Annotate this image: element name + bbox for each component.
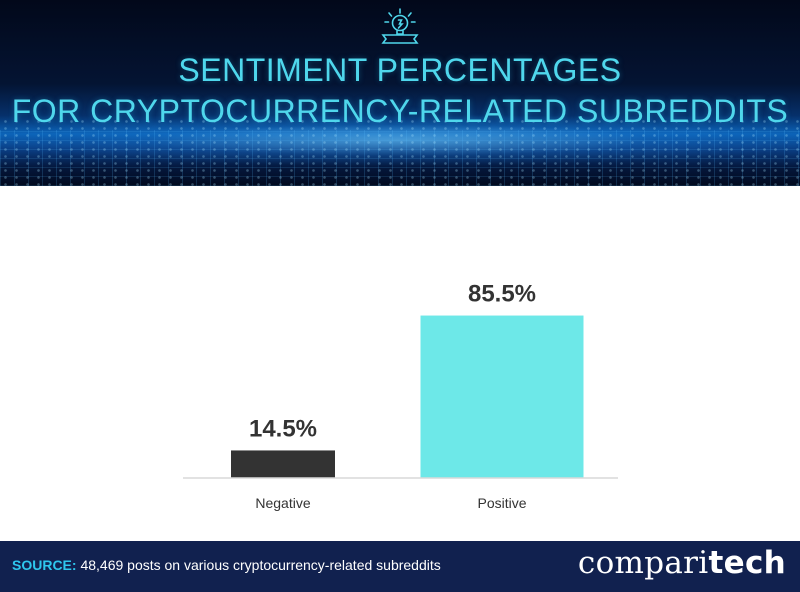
bar-positive (420, 315, 584, 478)
source-label: SOURCE: (12, 557, 77, 573)
banner-dot-pattern (0, 118, 800, 186)
bar-negative (231, 450, 335, 478)
category-label-positive: Positive (477, 495, 526, 511)
header-banner: SENTIMENT PERCENTAGES FOR CRYPTOCURRENCY… (0, 0, 800, 186)
value-label-negative: 14.5% (249, 415, 317, 442)
comparitech-logo: comparitech (578, 545, 786, 581)
chart-title-line-2: FOR CRYPTOCURRENCY-RELATED SUBREDDITS (11, 93, 789, 129)
source-text: 48,469 posts on various cryptocurrency-r… (76, 557, 441, 573)
chart-title-line-1: SENTIMENT PERCENTAGES (178, 52, 622, 88)
banner-glow (0, 112, 800, 172)
lightbulb-icon (381, 8, 419, 44)
bar-chart: 14.5% Negative 85.5% Positive (183, 281, 618, 511)
brand-part-1: compari (577, 545, 709, 581)
source-note: SOURCE: 48,469 posts on various cryptocu… (12, 557, 441, 573)
banner-grid-pattern (0, 130, 800, 186)
value-label-positive: 85.5% (468, 281, 536, 308)
category-label-negative: Negative (255, 495, 310, 511)
brand-part-2: tech (708, 545, 786, 581)
footer-bar: SOURCE: 48,469 posts on various cryptocu… (0, 541, 800, 592)
